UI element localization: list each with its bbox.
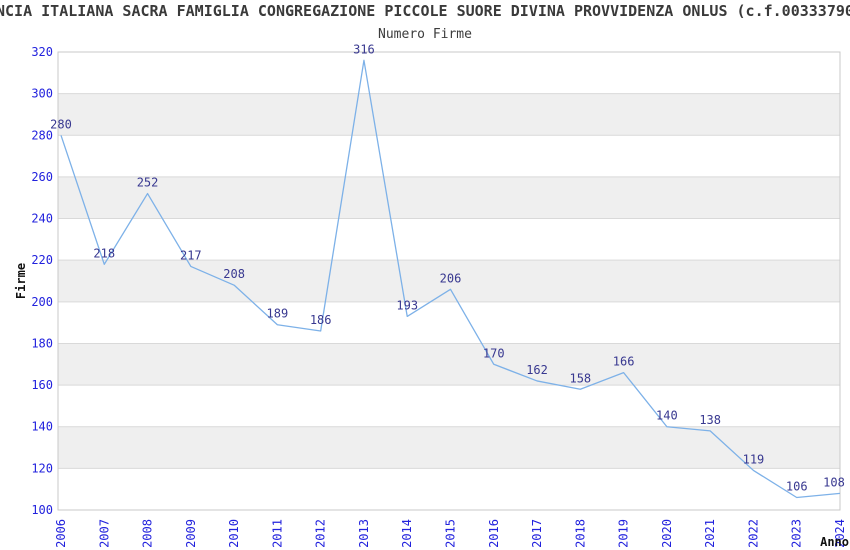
x-tick-label: 2024 xyxy=(833,519,847,548)
data-label: 138 xyxy=(699,413,721,427)
y-tick-label: 260 xyxy=(31,170,53,184)
y-tick-label: 180 xyxy=(31,336,53,350)
data-label: 158 xyxy=(569,371,591,385)
data-label: 208 xyxy=(223,267,245,281)
data-label: 166 xyxy=(613,355,635,369)
plot-border xyxy=(57,51,841,511)
data-line xyxy=(60,59,841,499)
x-tick-label: 2022 xyxy=(746,519,760,548)
x-tick-label: 2017 xyxy=(530,519,544,548)
x-tick-label: 2020 xyxy=(660,519,674,548)
data-label: 170 xyxy=(483,346,505,360)
x-tick-label: 2006 xyxy=(54,519,68,548)
data-label: 140 xyxy=(656,409,678,423)
x-tick-label: 2012 xyxy=(314,519,328,548)
data-label: 252 xyxy=(137,176,159,190)
y-tick-label: 220 xyxy=(31,253,53,267)
x-tick-label: 2021 xyxy=(703,519,717,548)
plot-band xyxy=(58,176,840,219)
x-axis-title: Anno xyxy=(820,535,849,549)
plot-band xyxy=(58,260,840,302)
data-label: 193 xyxy=(396,298,418,312)
data-label: 186 xyxy=(310,313,332,327)
y-tick-label: 200 xyxy=(31,295,53,309)
x-tick-label: 2007 xyxy=(97,519,111,548)
y-tick-label: 140 xyxy=(31,420,53,434)
y-tick-label: 320 xyxy=(31,45,53,59)
y-tick-label: 280 xyxy=(31,128,53,142)
x-tick-label: 2015 xyxy=(444,519,458,548)
x-tick-label: 2013 xyxy=(357,519,371,548)
y-tick-label: 240 xyxy=(31,212,53,226)
data-label: 106 xyxy=(786,480,808,494)
x-tick-label: 2010 xyxy=(227,519,241,548)
plot-band xyxy=(58,343,840,386)
data-label: 108 xyxy=(823,475,845,489)
chart-title: Numero Firme xyxy=(378,27,472,42)
x-tick-label: 2016 xyxy=(487,519,501,548)
y-tick-label: 100 xyxy=(31,503,53,517)
y-tick-label: 300 xyxy=(31,87,53,101)
data-label: 189 xyxy=(267,307,289,321)
x-tick-label: 2011 xyxy=(270,519,284,548)
plot-band xyxy=(58,426,840,469)
data-label: 316 xyxy=(353,42,375,56)
y-axis-title: Firme xyxy=(14,263,28,299)
y-tick-label: 120 xyxy=(31,461,53,475)
data-label: 217 xyxy=(180,248,202,262)
x-tick-label: 2023 xyxy=(790,519,804,548)
data-label: 280 xyxy=(50,117,72,131)
data-label: 119 xyxy=(743,452,765,466)
x-tick-label: 2008 xyxy=(141,519,155,548)
data-label: 162 xyxy=(526,363,548,377)
plot-band xyxy=(58,93,840,136)
y-tick-label: 160 xyxy=(31,378,53,392)
x-tick-label: 2018 xyxy=(573,519,587,548)
data-label: 218 xyxy=(93,246,115,260)
x-tick-label: 2009 xyxy=(184,519,198,548)
x-tick-label: 2014 xyxy=(400,519,414,548)
x-tick-label: 2019 xyxy=(617,519,631,548)
data-label: 206 xyxy=(440,271,462,285)
page-title: NCIA ITALIANA SACRA FAMIGLIA CONGREGAZIO… xyxy=(0,2,850,20)
